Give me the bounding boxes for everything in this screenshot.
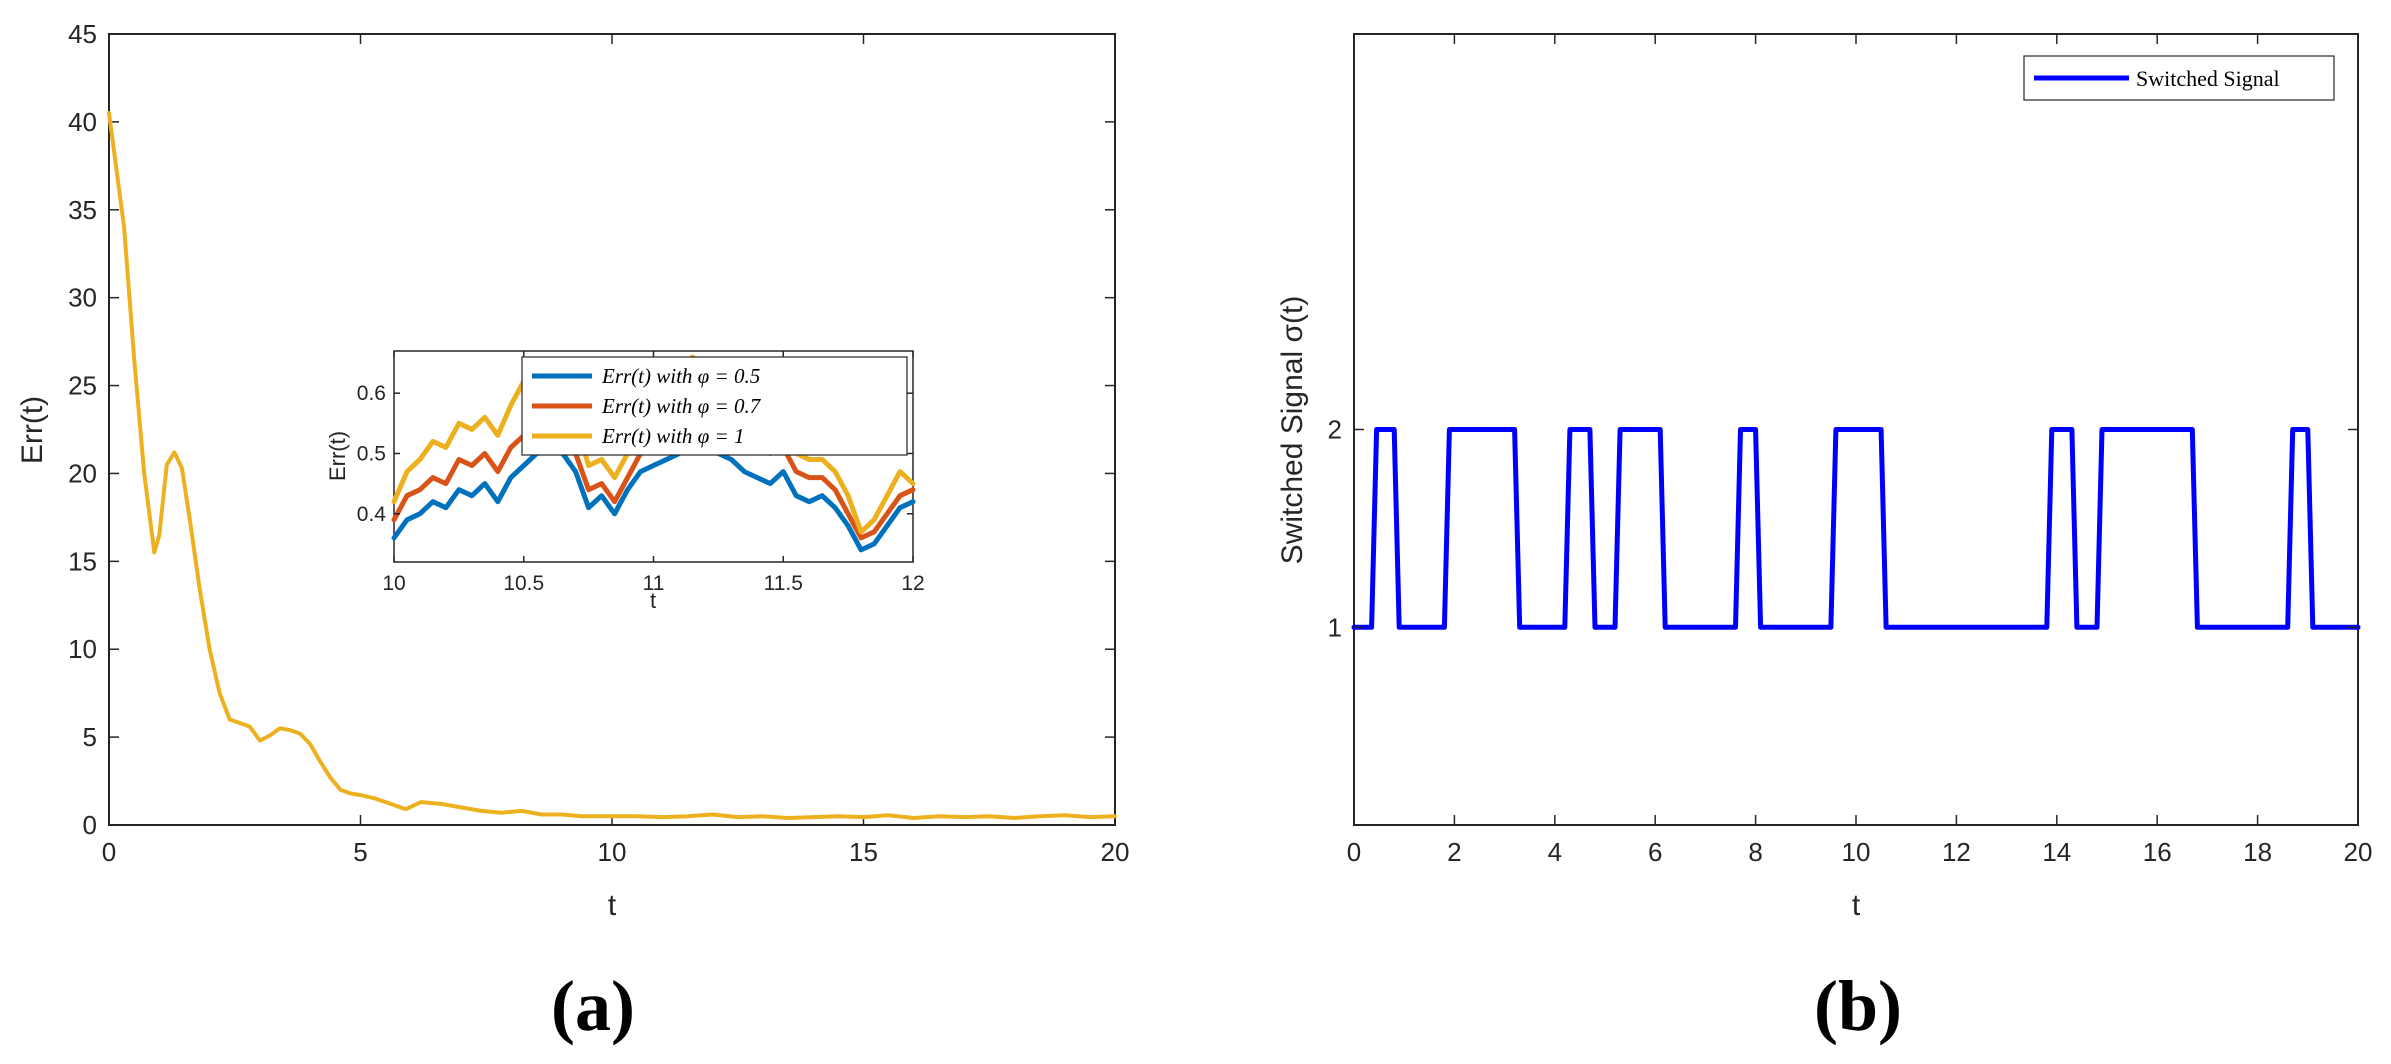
inset-y-tick-label: 0.5 (357, 442, 386, 465)
chart-a-y-tick-label: 20 (68, 458, 97, 488)
inset-x-tick-label: 11 (643, 572, 665, 595)
chart-b-y-tick-label: 1 (1328, 612, 1342, 642)
inset-y-tick-label: 0.6 (357, 382, 386, 405)
chart-a-series-line-0 (107, 111, 1117, 820)
panel-label-b: (b) (1814, 966, 1902, 1046)
chart-b-x-tick-label: 4 (1548, 837, 1562, 867)
chart-a-x-tick-label: 5 (353, 837, 367, 867)
chart-b-x-tick-label: 10 (1842, 837, 1871, 867)
chart-b-x-tick-label: 18 (2243, 837, 2272, 867)
chart-b-y-tick-label: 2 (1328, 415, 1342, 445)
panel-label-a: (a) (551, 966, 635, 1046)
chart-a-x-tick-label: 20 (1101, 837, 1130, 867)
chart-b-x-tick-label: 12 (1942, 837, 1971, 867)
chart-a-y-tick-label: 25 (68, 371, 97, 401)
chart-b-x-axis-label: t (1852, 889, 1861, 922)
inset-x-tick-label: 10 (382, 572, 405, 595)
inset-x-tick-label: 11.5 (764, 572, 803, 595)
chart-b-x-tick-label: 16 (2143, 837, 2172, 867)
inset-legend-label: Err(t) with φ = 1 (601, 424, 744, 448)
inset-series-line-0 (391, 438, 916, 553)
chart-a-y-tick-label: 35 (68, 195, 97, 225)
inset-y-tick-label: 0.4 (357, 503, 387, 526)
chart-b-x-tick-label: 20 (2344, 837, 2373, 867)
chart-b-x-tick-label: 8 (1748, 837, 1762, 867)
inset-legend: Err(t) with φ = 0.5 Err(t) with φ = 0.7 Er… (521, 356, 908, 456)
chart-b-legend-label: Switched Signal (2136, 66, 2280, 91)
chart-b-legend: Switched Signal (2023, 55, 2335, 101)
chart-a-y-tick-label: 45 (68, 19, 97, 49)
inset-x-tick-label: 12 (901, 572, 924, 595)
inset-x-axis-label: t (650, 588, 656, 613)
chart-b-y-axis-label: Switched Signal σ(t) (1276, 296, 1309, 565)
chart-a-y-axis-label: Err(t) (16, 396, 49, 464)
inset-x-tick-label: 10.5 (503, 572, 544, 595)
inset-legend-label: Err(t) with φ = 0.7 (601, 394, 762, 418)
chart-a-y-tick-label: 0 (83, 810, 97, 840)
chart-b-x-tick-label: 6 (1648, 837, 1662, 867)
chart-a-x-tick-label: 0 (102, 837, 116, 867)
chart-b-x-tick-label: 2 (1447, 837, 1461, 867)
chart-b-x-tick-label: 14 (2042, 837, 2071, 867)
chart-a-x-axis-label: t (608, 889, 617, 922)
inset-legend-label: Err(t) with φ = 0.5 (601, 364, 760, 388)
chart-a-y-tick-label: 5 (83, 722, 97, 752)
chart-a-x-tick-label: 15 (849, 837, 878, 867)
chart-b-series-line-0 (1351, 427, 2361, 630)
chart-a-y-tick-label: 15 (68, 546, 97, 576)
chart-a-y-tick-label: 40 (68, 107, 97, 137)
inset-y-axis-label: Err(t) (325, 431, 350, 481)
chart-a-y-tick-label: 10 (68, 634, 97, 664)
chart-b-x-tick-label: 0 (1347, 837, 1361, 867)
chart-a-inset: 10 10.5 11 11.5 12 0.4 0.5 0.6 t Err(t) Err(t) … (325, 350, 925, 613)
chart-a-x-tick-label: 10 (598, 837, 627, 867)
chart-a-y-tick-label: 30 (68, 283, 97, 313)
